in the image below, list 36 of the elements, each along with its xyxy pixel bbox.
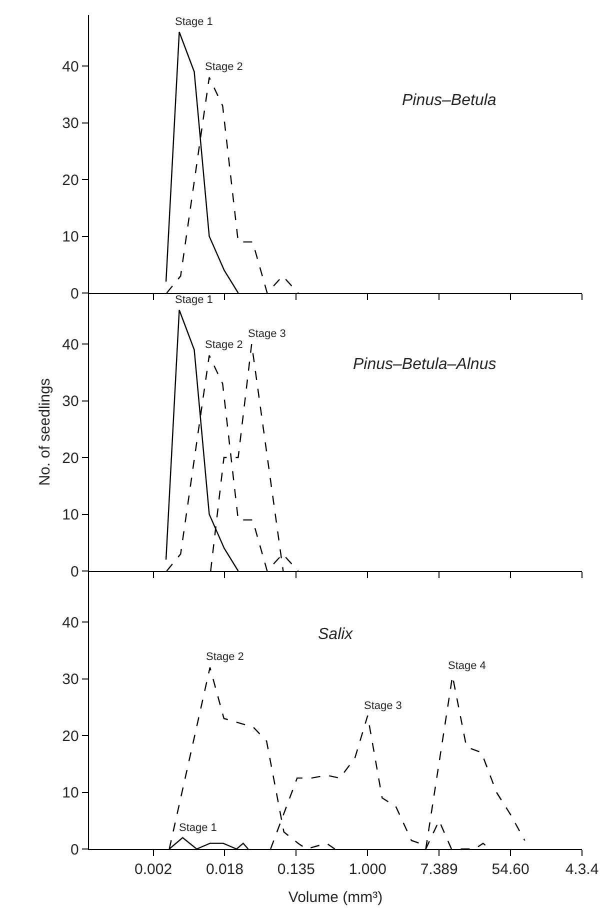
annotation: Stage 1: [175, 294, 213, 306]
y-tick-label: 0: [70, 841, 79, 858]
y-tick-label: 0: [70, 285, 79, 302]
y-tick-label: 30: [62, 671, 79, 688]
x-tick-label: 4.3.4: [565, 861, 599, 878]
x-tick-label: 0.135: [277, 861, 315, 878]
y-tick-label: 20: [62, 172, 79, 189]
annotation: Pinus–Betula: [402, 92, 496, 109]
y-tick-label: 30: [62, 393, 79, 410]
y-tick-label: 40: [62, 336, 79, 354]
annotation: Stage 3: [364, 700, 402, 712]
y-tick-label: 40: [62, 58, 79, 76]
x-tick-label: 0.018: [206, 861, 244, 878]
x-tick-label: 1.000: [348, 861, 386, 878]
x-tick-label: 54.60: [492, 861, 530, 878]
annotation: Pinus–Betula–Alnus: [353, 356, 496, 373]
y-tick-label: 30: [62, 115, 79, 132]
y-tick-label: 10: [62, 228, 79, 246]
y-tick-label: 40: [62, 614, 79, 632]
y-tick-label: 0: [70, 563, 79, 580]
y-tick-label: 20: [62, 728, 79, 745]
annotation: Stage 2: [205, 339, 243, 351]
x-tick-label: 7.389: [420, 861, 458, 878]
annotation: Stage 2: [206, 651, 244, 663]
annotation: Stage 1: [179, 822, 217, 834]
y-tick-label: 10: [62, 784, 79, 802]
y-tick-label: 10: [62, 506, 79, 524]
y-axis-title: No. of seedlings: [36, 378, 54, 486]
x-axis-title: Volume (mm³): [288, 889, 383, 906]
annotation: Stage 2: [205, 61, 243, 73]
y-tick-label: 20: [62, 450, 79, 467]
annotation: Stage 4: [448, 660, 486, 672]
x-tick-label: 0.002: [134, 861, 172, 878]
annotation: Stage 3: [248, 328, 286, 340]
annotation: Salix: [318, 626, 354, 643]
annotation: Stage 1: [175, 16, 213, 28]
